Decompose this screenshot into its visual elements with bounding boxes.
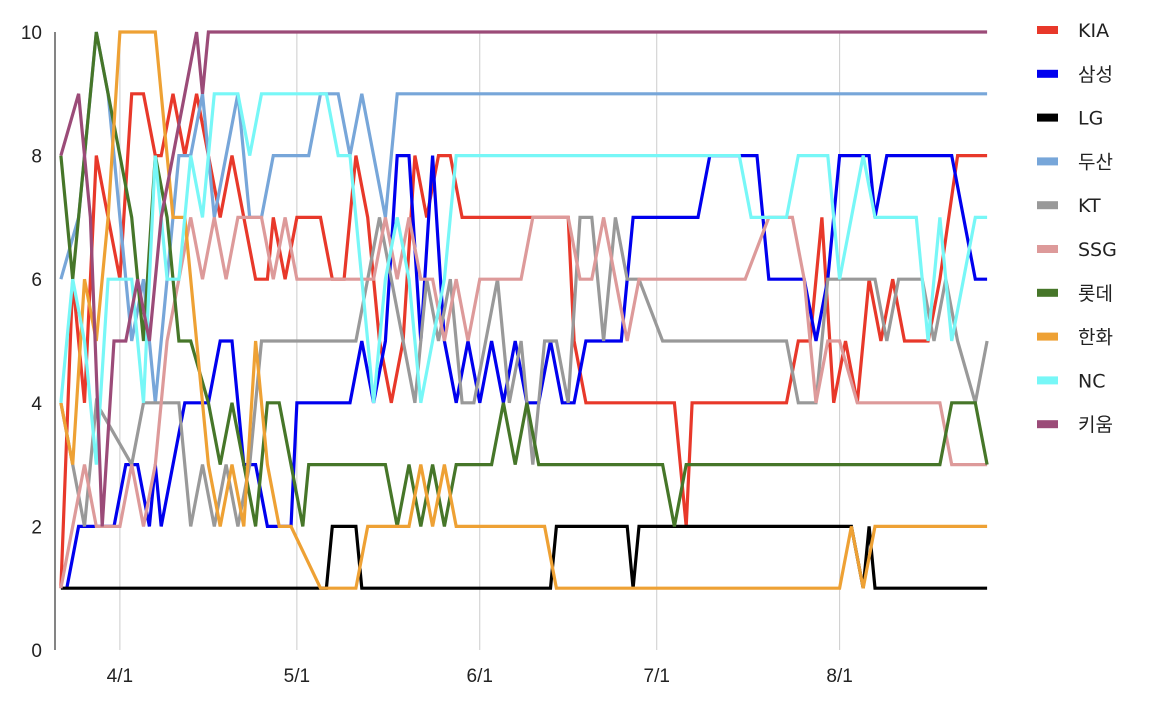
legend-label-2: LG: [1078, 108, 1103, 130]
y-tick-label-3: 6: [31, 270, 42, 291]
legend-swatch-5: [1037, 245, 1058, 253]
series-line-9: [59, 30, 988, 527]
legend-label-0: KIA: [1078, 20, 1109, 42]
legend-swatch-0: [1037, 26, 1058, 34]
legend-swatch-9: [1037, 420, 1058, 429]
legend-swatch-7: [1037, 332, 1058, 341]
x-tick-label-4: 8/1: [826, 666, 852, 687]
legend-label-4: KT: [1078, 195, 1101, 217]
series-line-1: [65, 154, 988, 589]
x-tick-label-3: 7/1: [644, 666, 670, 687]
x-tick-label-0: 4/1: [107, 666, 133, 687]
series-line-5: [59, 215, 988, 589]
legend-swatch-6: [1037, 288, 1058, 297]
y-tick-label-4: 8: [31, 147, 42, 168]
legend-label-7: 한화: [1078, 327, 1113, 349]
y-tick-label-0: 0: [31, 641, 42, 662]
legend-label-9: 키움: [1078, 414, 1113, 436]
series-line-7: [59, 30, 988, 590]
y-tick-label-5: 10: [21, 23, 42, 44]
legend-label-6: 롯데: [1078, 283, 1113, 305]
x-tick-label-1: 5/1: [284, 666, 310, 687]
legend-swatch-3: [1037, 157, 1058, 166]
x-tick-label-2: 6/1: [467, 666, 493, 687]
series-line-8: [59, 92, 988, 465]
series-line-2: [60, 524, 988, 590]
series-line-3: [59, 31, 988, 403]
series-line-0: [59, 92, 988, 589]
y-tick-label-1: 2: [31, 517, 42, 538]
legend-swatch-2: [1037, 113, 1058, 122]
legend-label-8: NC: [1078, 370, 1105, 392]
legend-label-5: SSG: [1078, 239, 1117, 261]
y-tick-label-2: 4: [31, 394, 42, 415]
axes: 4/1 5/1 6/1 7/1 8/1 0 2 4 6 8 10: [21, 23, 853, 687]
legend-label-3: 두산: [1078, 151, 1113, 173]
legend-label-1: 삼성: [1078, 64, 1113, 86]
series-lines: [59, 30, 989, 590]
legend-swatch-1: [1037, 69, 1058, 78]
legend-swatch-8: [1037, 376, 1058, 385]
series-line-6: [59, 31, 989, 527]
legend-swatch-4: [1037, 201, 1058, 210]
